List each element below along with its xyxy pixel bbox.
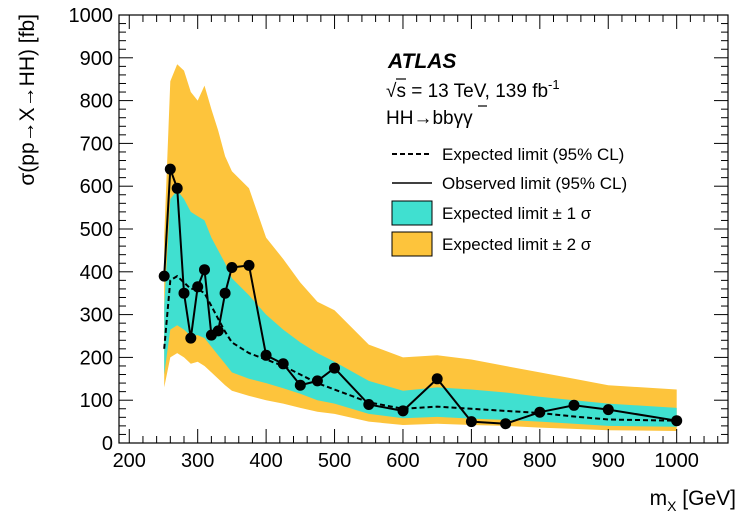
energy-label: √s = 13 TeV, 139 fb-1 (386, 77, 560, 102)
observed-point (212, 325, 224, 337)
observed-point (277, 358, 289, 370)
observed-point (219, 287, 231, 299)
observed-point (465, 416, 477, 428)
observed-point (397, 405, 409, 417)
observed-point (260, 349, 272, 361)
observed-point (226, 262, 238, 273)
observed-point (431, 373, 443, 385)
observed-point (158, 270, 170, 282)
observed-point (602, 404, 614, 416)
y-tick-label: 200 (80, 347, 113, 369)
x-axis-label: mX [GeV] (650, 487, 736, 514)
observed-point (178, 287, 190, 299)
legend-band2-swatch (391, 231, 433, 257)
x-tick-label: 900 (592, 450, 625, 472)
y-tick-label: 300 (80, 305, 113, 327)
observed-point (243, 259, 255, 271)
x-tick-label: 700 (455, 450, 488, 472)
bands-group (164, 64, 677, 431)
legend-observed-label: Observed limit (95% CL) (442, 174, 627, 193)
x-tick-label: 500 (318, 450, 351, 472)
legend-band1-swatch (391, 200, 433, 226)
band-1sigma (164, 190, 677, 427)
observed-point (311, 375, 323, 387)
x-tick-label: 300 (181, 450, 214, 472)
x-tick-label: 600 (386, 450, 419, 472)
y-tick-label: 900 (80, 48, 113, 70)
channel-label: HH→bbγγ (386, 108, 473, 129)
legend: Expected limit (95% CL) Observed limit (… (391, 145, 627, 257)
observed-group (158, 163, 683, 430)
y-tick-label: 400 (80, 262, 113, 284)
atlas-label: ATLAS (387, 50, 456, 73)
expected-line (163, 274, 677, 422)
y-tick-label: 800 (80, 91, 113, 113)
observed-point (671, 415, 683, 427)
observed-point (171, 182, 183, 194)
observed-point (329, 362, 340, 374)
observed-point (294, 379, 306, 391)
x-tick-label: 1000 (654, 450, 699, 472)
observed-point (185, 332, 197, 344)
observed-point (199, 264, 210, 276)
x-tick-label: 200 (113, 450, 146, 472)
x-tick-label: 800 (523, 450, 556, 472)
observed-point (164, 163, 176, 175)
observed-point (500, 418, 512, 430)
observed-point (534, 406, 546, 418)
y-tick-label: 1000 (69, 5, 114, 27)
expected-group (163, 274, 677, 422)
legend-band1-label: Expected limit ± 1 σ (442, 204, 592, 223)
y-tick-label: 100 (80, 390, 113, 412)
y-tick-label: 0 (102, 433, 113, 455)
axes-group: 200 300 400 500 600 700 800 900 1000 0 100 200 300 40… (69, 5, 729, 472)
legend-band2-label: Expected limit ± 2 σ (442, 235, 592, 254)
observed-point (363, 399, 375, 410)
observed-line (163, 168, 677, 425)
y-tick-label: 600 (80, 176, 113, 198)
legend-expected-label: Expected limit (95% CL) (442, 145, 624, 164)
observed-point (192, 281, 204, 293)
y-axis-label: σ(pp→X→HH) [fb] (16, 14, 39, 186)
x-tick-label: 400 (249, 450, 282, 472)
y-tick-label: 700 (80, 133, 113, 155)
y-tick-label: 500 (80, 219, 113, 241)
observed-point (568, 399, 580, 411)
